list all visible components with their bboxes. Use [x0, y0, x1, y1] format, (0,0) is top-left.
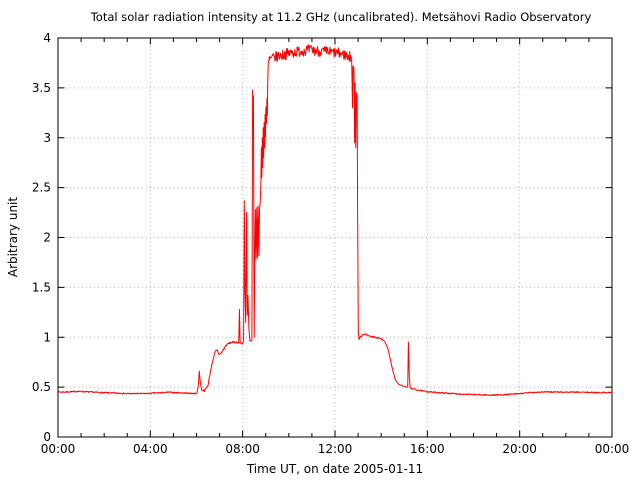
y-tick-labels: 0 0.5 1 1.5 2 2.5 3 3.5 4: [32, 31, 51, 444]
y-tick-label: 1.5: [32, 280, 51, 294]
y-tick-label: 4: [43, 31, 51, 45]
x-tick-labels: 00:00 04:00 08:00 12:00 16:00 20:00 00:00: [41, 442, 630, 456]
x-tick-label: 12:00: [318, 442, 353, 456]
y-tick-label: 0.5: [32, 380, 51, 394]
x-tick-label: 04:00: [133, 442, 168, 456]
x-tick-label: 16:00: [410, 442, 445, 456]
x-tick-label: 00:00: [41, 442, 76, 456]
chart-title: Total solar radiation intensity at 11.2 …: [90, 10, 592, 24]
x-tick-label: 00:00: [595, 442, 630, 456]
x-axis-label: Time UT, on date 2005-01-11: [246, 462, 423, 476]
data-series-line: [57, 44, 613, 397]
y-tick-label: 3: [43, 131, 51, 145]
y-tick-label: 2.5: [32, 181, 51, 195]
y-tick-label: 3.5: [32, 81, 51, 95]
y-tick-label: 1: [43, 330, 51, 344]
grid-layer: [58, 38, 612, 437]
y-tick-label: 0: [43, 430, 51, 444]
y-axis-label: Arbitrary unit: [6, 197, 20, 277]
tick-marks-layer: [57, 37, 613, 438]
x-tick-label: 20:00: [502, 442, 537, 456]
x-tick-label: 08:00: [225, 442, 260, 456]
y-tick-label: 2: [43, 231, 51, 245]
plot-border: [57, 37, 613, 438]
